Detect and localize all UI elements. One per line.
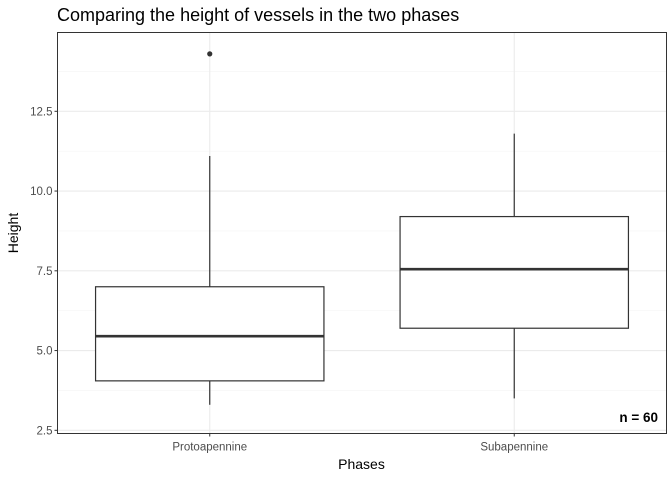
box-protoapennine xyxy=(94,51,325,405)
y-tick-label: 10.0 xyxy=(30,186,52,198)
x-axis-title: Phases xyxy=(338,456,385,472)
x-tick-label: Subapennine xyxy=(480,442,548,454)
y-tick-label: 5.0 xyxy=(37,346,53,358)
iqr-box xyxy=(399,215,630,329)
boxes-layer xyxy=(94,51,630,405)
iqr-box xyxy=(94,286,325,382)
chart-title: Comparing the height of vessels in the t… xyxy=(57,5,459,25)
outlier-point xyxy=(207,51,213,57)
y-tick-label: 2.5 xyxy=(37,425,53,437)
x-tick-label: Protoapennine xyxy=(172,442,247,454)
y-axis: 2.5 5.0 7.5 10.0 12.5 xyxy=(30,106,58,437)
y-axis-title: Height xyxy=(5,213,21,254)
sample-size-annotation: n = 60 xyxy=(619,410,658,425)
y-tick-label: 7.5 xyxy=(37,266,53,278)
y-tick-label: 12.5 xyxy=(30,106,52,118)
panel-border xyxy=(57,32,667,434)
x-axis: Protoapennine Subapennine xyxy=(172,433,548,454)
box-subapennine xyxy=(399,133,630,399)
